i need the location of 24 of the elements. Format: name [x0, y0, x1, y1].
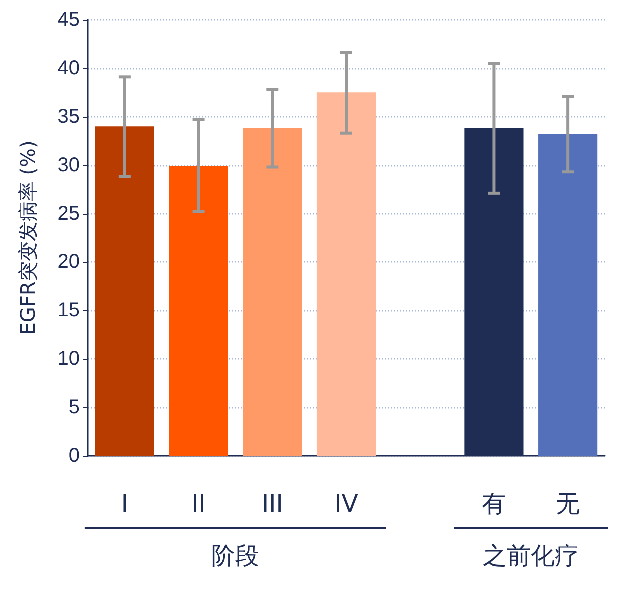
x-tick-label: II [192, 490, 206, 518]
text: 阶段 [212, 542, 260, 570]
y-axis-title: EGFR突变发病率 (%) [16, 140, 40, 336]
y-tick-label: 0 [68, 445, 80, 467]
bar [316, 92, 376, 456]
y-tick-label: 45 [58, 9, 80, 31]
y-tick-label: 10 [58, 348, 80, 370]
text: 之前化疗 [483, 542, 580, 570]
bar [169, 166, 228, 456]
y-tick-label: 35 [58, 106, 80, 128]
y-tick-label: 20 [58, 251, 80, 274]
x-tick-label: III [262, 490, 284, 518]
x-tick-label: IV [334, 490, 359, 518]
y-tick-label: 40 [58, 57, 80, 80]
x-tick-label: I [121, 490, 128, 518]
y-tick-label: 30 [58, 154, 80, 176]
bar [243, 128, 302, 456]
x-tick-label: 无 [556, 490, 580, 518]
y-tick-label: 15 [58, 300, 80, 322]
bar [538, 134, 598, 456]
bar [95, 126, 154, 456]
y-tick-label: 25 [58, 202, 80, 225]
x-tick-label: 有 [482, 490, 506, 518]
y-tick-label: 5 [68, 396, 80, 419]
